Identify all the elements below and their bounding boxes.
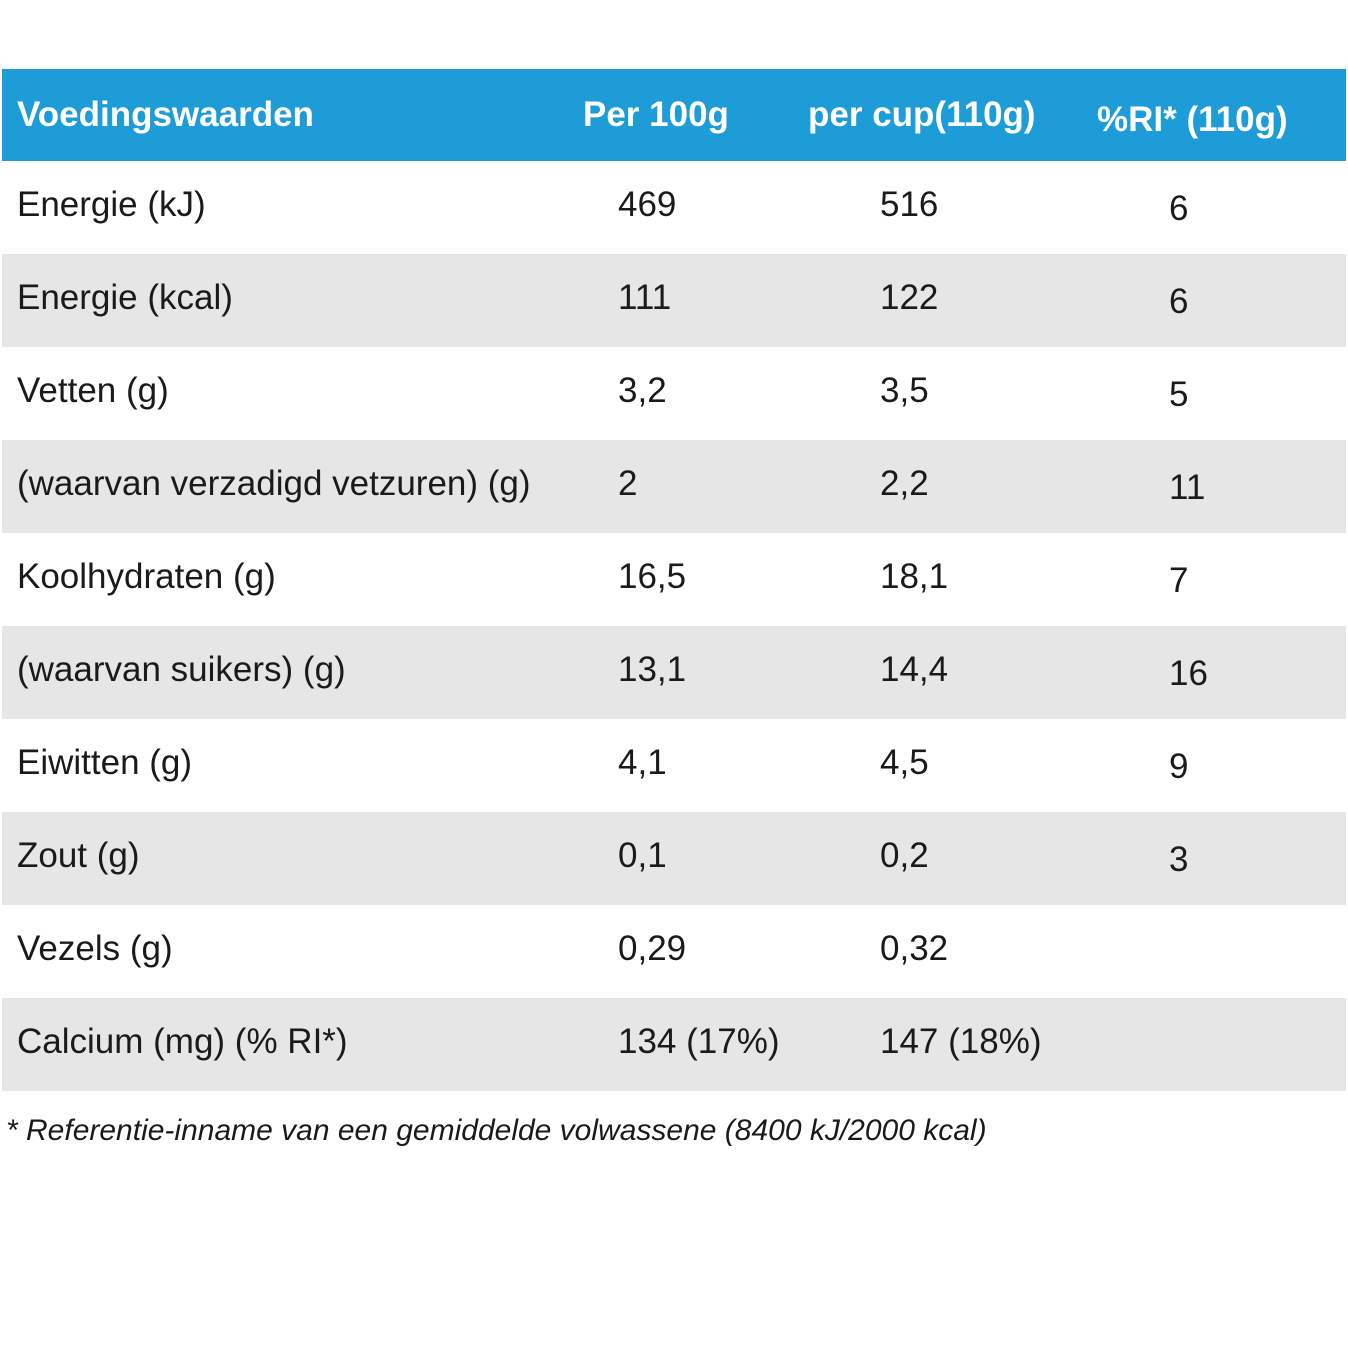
nutrient-name: Zout (g) <box>17 836 140 875</box>
value-per-100g: 13,1 <box>618 650 687 689</box>
value-ri: 16 <box>1169 654 1208 693</box>
table-row: Koolhydraten (g) 16,5 18,1 7 <box>2 533 1346 626</box>
value-ri: 5 <box>1169 375 1189 414</box>
value-per-cup: 2,2 <box>880 464 929 503</box>
nutrient-name: Koolhydraten (g) <box>17 557 276 596</box>
header-ri: %RI* (110g) <box>1097 100 1288 139</box>
value-per-100g: 0,1 <box>618 836 667 875</box>
nutrient-name: Energie (kJ) <box>17 185 206 224</box>
nutrient-name: (waarvan suikers) (g) <box>17 650 346 689</box>
value-per-cup: 0,2 <box>880 836 929 875</box>
nutrient-name: Energie (kcal) <box>17 278 233 317</box>
table-row: Energie (kcal) 111 122 6 <box>2 254 1346 347</box>
table-row: Vetten (g) 3,2 3,5 5 <box>2 347 1346 440</box>
value-ri: 7 <box>1169 561 1189 600</box>
value-per-cup: 122 <box>880 278 939 317</box>
value-per-100g: 111 <box>618 278 672 317</box>
value-per-cup: 3,5 <box>880 371 929 410</box>
value-per-100g: 469 <box>618 185 677 224</box>
value-per-cup: 516 <box>880 185 939 224</box>
table-row: Vezels (g) 0,29 0,32 <box>2 905 1346 998</box>
value-ri: 11 <box>1169 468 1206 507</box>
nutrition-table: Voedingswaarden Per 100g per cup(110g) %… <box>2 69 1346 1091</box>
value-per-100g: 4,1 <box>618 743 667 782</box>
header-nutrient: Voedingswaarden <box>17 95 314 134</box>
nutrient-name: Vetten (g) <box>17 371 169 410</box>
table-row: (waarvan suikers) (g) 13,1 14,4 16 <box>2 626 1346 719</box>
value-per-100g: 16,5 <box>618 557 687 596</box>
value-per-cup: 147 (18%) <box>880 1022 1042 1061</box>
header-per-cup: per cup(110g) <box>808 95 1036 134</box>
value-ri: 6 <box>1169 282 1189 321</box>
value-per-cup: 4,5 <box>880 743 929 782</box>
value-per-100g: 3,2 <box>618 371 667 410</box>
value-ri: 6 <box>1169 189 1189 228</box>
nutrient-name: (waarvan verzadigd vetzuren) (g) <box>17 464 531 503</box>
header-per-100g: Per 100g <box>583 95 729 134</box>
value-per-cup: 18,1 <box>880 557 949 596</box>
table-row: Eiwitten (g) 4,1 4,5 9 <box>2 719 1346 812</box>
value-per-100g: 0,29 <box>618 929 687 968</box>
value-per-cup: 14,4 <box>880 650 949 689</box>
value-ri: 3 <box>1169 840 1189 879</box>
value-per-cup: 0,32 <box>880 929 949 968</box>
value-per-100g: 2 <box>618 464 638 503</box>
footnote: * Referentie-inname van een gemiddelde v… <box>6 1114 987 1147</box>
table-header: Voedingswaarden Per 100g per cup(110g) %… <box>2 69 1346 161</box>
nutrient-name: Vezels (g) <box>17 929 173 968</box>
table-row: Zout (g) 0,1 0,2 3 <box>2 812 1346 905</box>
nutrient-name: Calcium (mg) (% RI*) <box>17 1022 348 1061</box>
table-row: Calcium (mg) (% RI*) 134 (17%) 147 (18%) <box>2 998 1346 1091</box>
table-row: Energie (kJ) 469 516 6 <box>2 161 1346 254</box>
value-per-100g: 134 (17%) <box>618 1022 780 1061</box>
table-row: (waarvan verzadigd vetzuren) (g) 2 2,2 1… <box>2 440 1346 533</box>
value-ri: 9 <box>1169 747 1189 786</box>
nutrient-name: Eiwitten (g) <box>17 743 193 782</box>
